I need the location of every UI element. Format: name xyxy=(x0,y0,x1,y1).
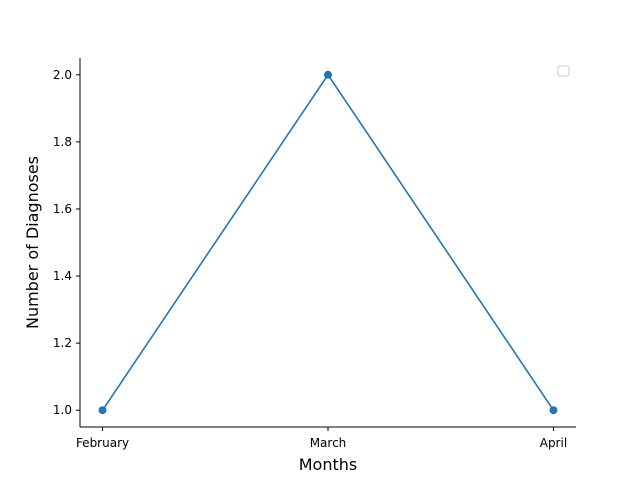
axes xyxy=(79,58,576,428)
y-tick-label: 2.0 xyxy=(53,68,72,82)
data-point xyxy=(98,406,107,415)
legend xyxy=(557,65,570,77)
series-line xyxy=(101,73,555,411)
y-axis-ticks: 1.0 1.2 1.4 1.6 1.8 2.0 xyxy=(53,68,80,417)
data-point xyxy=(549,406,558,415)
y-tick-label: 1.8 xyxy=(53,135,72,149)
y-tick-label: 1.6 xyxy=(53,202,72,216)
data-point xyxy=(324,70,332,79)
y-tick-label: 1.4 xyxy=(53,269,72,283)
y-tick-label: 1.2 xyxy=(53,336,72,350)
x-tick-label: April xyxy=(540,436,567,450)
x-tick-label: February xyxy=(76,436,129,450)
x-tick-label: March xyxy=(310,436,347,450)
y-tick-label: 1.0 xyxy=(53,403,72,417)
legend-box xyxy=(557,65,570,77)
y-axis-label: Number of Diagnoses xyxy=(23,156,42,329)
x-axis-ticks: February March April xyxy=(76,427,567,450)
x-axis-label: Months xyxy=(299,455,357,474)
series xyxy=(98,70,558,415)
